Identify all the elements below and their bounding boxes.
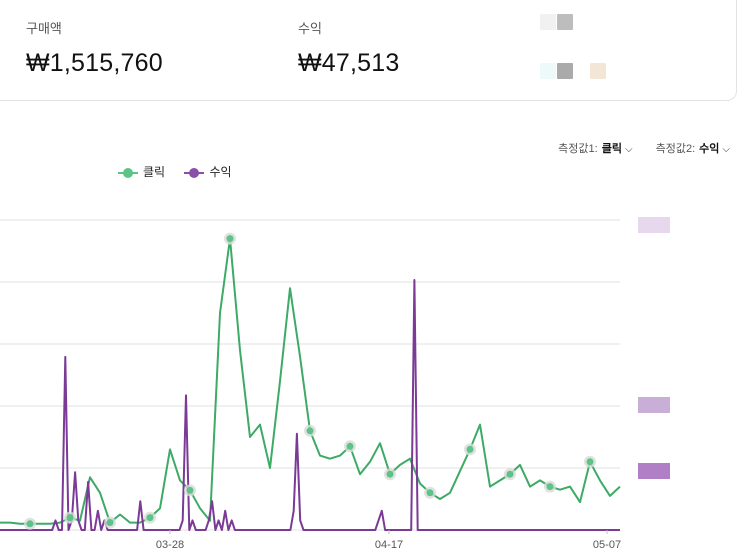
clicks-point — [26, 520, 34, 528]
clicks-point — [466, 445, 474, 453]
revenue-value: ₩47,513 — [298, 49, 400, 77]
clicks-point — [346, 442, 354, 450]
legend-revenue-label: 수익 — [209, 165, 232, 179]
measure2-value: 수익 — [699, 143, 720, 155]
legend-clicks-label: 클릭 — [143, 165, 166, 179]
line-chart: 03-28 04-17 05-07 — [0, 217, 670, 551]
chevron-down-icon: ⌵ — [624, 144, 633, 155]
x-tick-label: 05-07 — [593, 539, 621, 551]
legend-revenue-marker — [184, 167, 205, 179]
measure-selector-bar: 측정값1: 클릭 ⌵ 측정값2: 수익 ⌵ — [538, 140, 730, 156]
legend-item-clicks[interactable]: 클릭 — [118, 163, 165, 180]
clicks-point — [386, 470, 394, 478]
revenue-metric: 수익 ₩47,513 — [298, 18, 399, 78]
measure1-label: 측정값1: — [558, 143, 598, 155]
clicks-point — [306, 427, 314, 435]
x-axis-ticks: 03-28 04-17 05-07 — [156, 530, 621, 551]
clicks-point — [426, 489, 434, 497]
measure2-dropdown[interactable]: 측정값2: 수익 ⌵ — [656, 140, 730, 156]
redacted-swatch — [557, 14, 573, 30]
redacted-axis-label — [638, 217, 670, 233]
revenue-label: 수익 — [298, 21, 322, 36]
purchase-label: 구매액 — [26, 21, 62, 36]
revenue-series-line — [0, 279, 620, 531]
chevron-down-icon: ⌵ — [722, 144, 730, 155]
x-tick-label: 03-28 — [156, 539, 184, 551]
redacted-swatch — [540, 14, 556, 30]
measure1-value: 클릭 — [601, 143, 622, 155]
redacted-axis-label — [638, 397, 670, 413]
redacted-axis-label — [638, 463, 670, 479]
measure1-dropdown[interactable]: 측정값1: 클릭 ⌵ — [558, 140, 632, 156]
clicks-point — [146, 514, 154, 522]
legend-clicks-marker — [118, 167, 138, 179]
chart-legend: 클릭 수익 — [118, 163, 248, 180]
clicks-point — [546, 483, 554, 491]
clicks-point — [66, 514, 74, 522]
redacted-swatch — [540, 63, 556, 79]
clicks-point — [506, 470, 514, 478]
clicks-point — [226, 235, 234, 243]
x-tick-label: 04-17 — [375, 539, 403, 551]
clicks-point — [106, 519, 114, 527]
clicks-series-line — [0, 237, 621, 525]
summary-card: 구매액 ₩1,515,760 수익 ₩47,513 — [0, 0, 737, 101]
purchase-metric: 구매액 ₩1,515,760 — [26, 18, 163, 78]
redacted-swatch — [557, 63, 573, 79]
clicks-point — [586, 458, 594, 466]
purchase-value: ₩1,515,760 — [26, 49, 163, 77]
redacted-swatch — [590, 63, 606, 79]
legend-item-revenue[interactable]: 수익 — [184, 163, 232, 180]
measure2-label: 측정값2: — [655, 143, 696, 155]
clicks-point — [186, 486, 194, 494]
series-points — [24, 232, 596, 530]
redacted-axis-labels — [638, 217, 670, 479]
